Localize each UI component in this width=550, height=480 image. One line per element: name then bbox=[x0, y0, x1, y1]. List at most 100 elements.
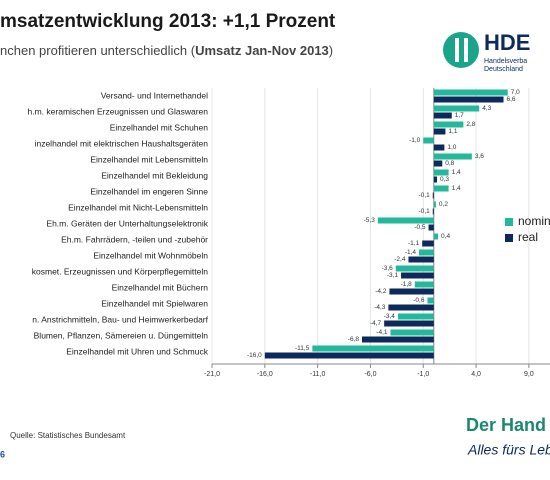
value-label: 1,1 bbox=[448, 128, 457, 135]
legend-swatch bbox=[505, 234, 513, 242]
value-label: 0,4 bbox=[441, 233, 450, 240]
logo-shape bbox=[455, 38, 459, 62]
slogan: Alles fürs Leb bbox=[467, 442, 550, 458]
bar bbox=[397, 313, 434, 320]
logo-text: Handelsverba bbox=[484, 58, 527, 65]
value-label: -0,1 bbox=[419, 208, 431, 215]
value-label: -11,5 bbox=[295, 345, 310, 352]
y-tick-label: Einzelhandel mit Lebensmitteln bbox=[90, 154, 208, 164]
bar bbox=[433, 176, 437, 183]
value-label: -3,6 bbox=[382, 265, 394, 272]
chart-title: msatzentwicklung 2013: +1,1 Prozent bbox=[0, 11, 336, 32]
y-tick-label: Einzelhandel mit Wohnmöbeln bbox=[93, 250, 208, 260]
value-label: -5,3 bbox=[364, 217, 376, 224]
value-label: -1,1 bbox=[408, 240, 420, 247]
y-tick-label: Einzelhandel mit Schuhen bbox=[110, 122, 209, 132]
bar bbox=[433, 160, 443, 167]
y-tick-label: Einzelhandel mit Bekleidung bbox=[101, 170, 208, 180]
value-label: 1,4 bbox=[452, 169, 461, 176]
bar bbox=[389, 288, 434, 295]
bar bbox=[414, 281, 434, 288]
bar bbox=[433, 128, 446, 135]
y-tick-label: Einzelhandel mit Büchern bbox=[112, 282, 209, 292]
bar bbox=[390, 329, 434, 336]
logo-shape bbox=[464, 38, 468, 62]
legend-swatch bbox=[505, 218, 513, 226]
value-label: 1,4 bbox=[452, 185, 461, 192]
bar bbox=[428, 224, 434, 231]
value-label: -3,1 bbox=[387, 272, 399, 279]
value-label: 0,8 bbox=[445, 160, 454, 167]
bar bbox=[388, 304, 434, 311]
y-tick-label: kosmet. Erzeugnissen und Körperpflegemit… bbox=[32, 266, 209, 276]
bar bbox=[433, 169, 449, 176]
bar bbox=[433, 96, 504, 103]
bar bbox=[433, 153, 472, 160]
bar bbox=[433, 89, 508, 96]
logo-text: Deutschland bbox=[484, 66, 523, 73]
bar bbox=[433, 233, 439, 240]
value-label: 0,2 bbox=[439, 201, 448, 208]
value-label: 2,8 bbox=[466, 121, 475, 128]
value-label: -3,4 bbox=[384, 313, 396, 320]
bar bbox=[401, 272, 434, 279]
value-label: 7,0 bbox=[511, 89, 520, 96]
value-label: -1,8 bbox=[401, 281, 413, 288]
bar bbox=[433, 105, 480, 112]
x-tick-label: -16,0 bbox=[257, 371, 273, 378]
bar bbox=[408, 256, 434, 263]
y-tick-label: n. Anstrichmitteln, Bau- und Heimwerkerb… bbox=[32, 314, 208, 324]
y-tick-label: inzelhandel mit elektrischen Haushaltsge… bbox=[35, 138, 209, 148]
bar bbox=[433, 121, 464, 128]
y-tick-label: Einzelhandel mit Uhren und Schmuck bbox=[66, 346, 208, 356]
x-tick-label: -21,0 bbox=[204, 371, 220, 378]
value-label: 0,3 bbox=[440, 176, 449, 183]
logo-circle bbox=[443, 32, 479, 68]
bar bbox=[361, 336, 434, 343]
value-label: 1,0 bbox=[447, 144, 456, 151]
value-label: -4,3 bbox=[374, 304, 386, 311]
bar bbox=[433, 144, 445, 151]
value-label: -0,1 bbox=[419, 192, 431, 199]
value-label: 1,7 bbox=[455, 112, 464, 119]
value-label: -16,0 bbox=[247, 352, 262, 359]
brand: Der Hand bbox=[466, 415, 546, 435]
bar bbox=[312, 345, 434, 352]
bar bbox=[422, 240, 434, 247]
y-tick-label: Versand- und Internethandel bbox=[101, 90, 208, 100]
bar bbox=[432, 208, 434, 215]
logo-text: HDE bbox=[484, 30, 530, 55]
value-label: -0,5 bbox=[414, 224, 426, 231]
value-label: 3,6 bbox=[475, 153, 484, 160]
y-tick-label: Einzelhandel mit Spielwaren bbox=[101, 298, 208, 308]
value-label: -6,8 bbox=[348, 336, 360, 343]
y-tick-label: Einzelhandel im engeren Sinne bbox=[90, 186, 208, 196]
chart-subtitle: nchen profitieren unterschiedlich (Umsat… bbox=[0, 43, 333, 58]
legend-label: nomin bbox=[518, 214, 550, 228]
x-tick-label: 9,0 bbox=[524, 371, 534, 378]
bar bbox=[384, 320, 434, 327]
value-label: -0,6 bbox=[413, 297, 425, 304]
value-label: -1,0 bbox=[409, 137, 421, 144]
subtitle-part: nchen profitieren unterschiedlich ( bbox=[0, 43, 196, 58]
bar bbox=[433, 201, 436, 208]
bar bbox=[427, 297, 434, 304]
subtitle-part: ) bbox=[329, 43, 333, 58]
value-label: -4,2 bbox=[375, 288, 387, 295]
value-label: -1,4 bbox=[405, 249, 417, 256]
bar bbox=[433, 185, 449, 192]
page-number: 6 bbox=[0, 449, 5, 459]
bar bbox=[395, 265, 434, 272]
logo: HDE Handelsverba Deutschland bbox=[443, 30, 530, 73]
x-tick-label: -6,0 bbox=[364, 371, 376, 378]
bar bbox=[264, 352, 434, 359]
y-tick-label: Blumen, Pflanzen, Sämereien u. Düngemitt… bbox=[34, 330, 209, 340]
subtitle-part: Umsatz Jan-Nov 2013 bbox=[195, 43, 329, 58]
y-tick-label: Eh.m. Fahrrädern, -teilen und -zubehör bbox=[61, 234, 208, 244]
x-tick-label: -11,0 bbox=[310, 371, 326, 378]
x-tick-label: -1,0 bbox=[417, 371, 429, 378]
value-label: -2,4 bbox=[394, 256, 406, 263]
bar bbox=[419, 249, 434, 256]
value-label: 6,6 bbox=[507, 96, 516, 103]
